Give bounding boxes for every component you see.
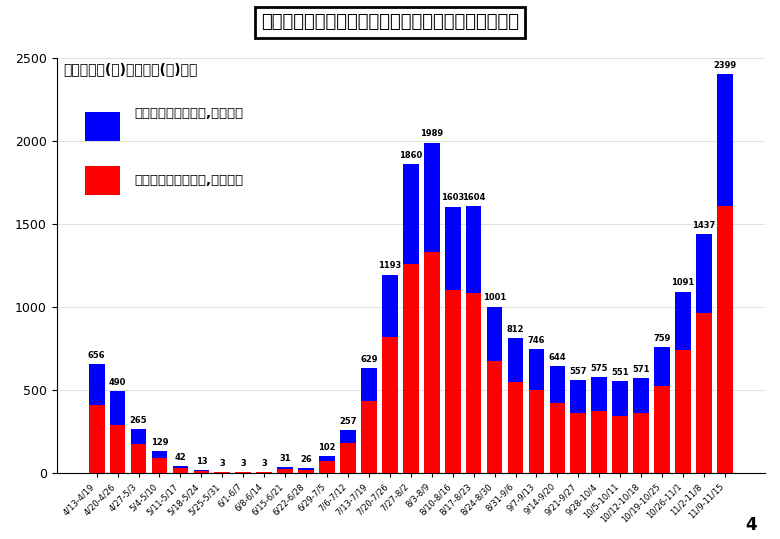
Text: 3: 3 [240, 459, 246, 468]
Text: 746: 746 [528, 336, 545, 344]
Text: 13: 13 [196, 457, 207, 466]
Bar [110, 391, 126, 425]
Text: 1604: 1604 [462, 194, 485, 202]
Bar [591, 377, 607, 411]
Text: 2399: 2399 [714, 61, 736, 71]
Bar [319, 461, 335, 473]
Bar [508, 382, 523, 473]
Text: 557: 557 [569, 367, 587, 376]
Bar [550, 366, 566, 403]
Bar [696, 313, 712, 473]
Text: 1860: 1860 [399, 151, 423, 160]
Bar [151, 458, 168, 473]
Bar [298, 469, 314, 473]
Bar [696, 234, 712, 313]
Text: 1001: 1001 [483, 293, 506, 302]
Bar [570, 413, 587, 473]
Text: 490: 490 [109, 378, 126, 387]
Bar [424, 252, 440, 473]
Bar [151, 451, 168, 458]
Text: 1989: 1989 [420, 129, 443, 139]
Text: 31: 31 [279, 454, 291, 464]
Bar [717, 206, 732, 473]
Text: 42: 42 [175, 453, 186, 461]
Text: 644: 644 [548, 353, 566, 362]
Bar [675, 292, 691, 350]
Bar [466, 206, 481, 293]
Text: 575: 575 [590, 364, 608, 373]
Text: 257: 257 [339, 417, 356, 426]
Bar [424, 142, 440, 252]
Bar [277, 469, 293, 473]
Bar [612, 381, 628, 416]
Bar [550, 403, 566, 473]
Bar [445, 206, 460, 290]
Text: 関西２府４県における新規感染者数の推移（週単位）: 関西２府４県における新規感染者数の推移（週単位） [261, 13, 519, 31]
Text: 1603: 1603 [441, 194, 464, 203]
Bar [654, 347, 670, 386]
Bar [340, 443, 356, 473]
Bar [361, 401, 377, 473]
Text: 812: 812 [507, 324, 524, 334]
Text: 4: 4 [745, 516, 757, 534]
Bar [487, 362, 502, 473]
FancyBboxPatch shape [85, 112, 120, 141]
FancyBboxPatch shape [85, 165, 120, 195]
Bar [172, 466, 188, 468]
Bar [382, 336, 398, 473]
Text: 759: 759 [654, 334, 671, 342]
Text: 1193: 1193 [378, 261, 402, 271]
Text: 551: 551 [612, 368, 629, 377]
Bar [591, 411, 607, 473]
Bar [529, 390, 544, 473]
Text: ：２府４県合計　２,３９９人: ：２府４県合計 ２,３９９人 [134, 107, 243, 120]
Bar [89, 364, 105, 405]
Text: 129: 129 [151, 438, 168, 447]
Bar [277, 467, 293, 469]
Bar [633, 413, 649, 473]
Text: 1437: 1437 [693, 221, 715, 230]
Text: 656: 656 [88, 350, 105, 360]
Bar [508, 338, 523, 382]
Bar [131, 429, 147, 445]
Text: 3: 3 [261, 459, 267, 468]
Bar [445, 290, 460, 473]
Bar [340, 430, 356, 443]
Bar [654, 386, 670, 473]
Bar [529, 349, 544, 390]
Bar [675, 350, 691, 473]
Bar [403, 164, 419, 264]
Bar [403, 264, 419, 473]
Bar [89, 405, 105, 473]
Bar [110, 425, 126, 473]
Text: 1091: 1091 [672, 279, 695, 287]
Bar [298, 468, 314, 469]
Bar [612, 416, 628, 473]
Bar [487, 307, 502, 362]
Bar [466, 293, 481, 473]
Text: 571: 571 [633, 365, 650, 374]
Bar [570, 380, 587, 413]
Text: 629: 629 [360, 355, 378, 364]
Text: 26: 26 [300, 455, 312, 464]
Bar [633, 378, 649, 413]
Text: 3: 3 [219, 459, 225, 468]
Bar [193, 471, 209, 473]
Text: 265: 265 [129, 416, 147, 425]
Bar [319, 455, 335, 461]
Bar [172, 468, 188, 473]
Text: 102: 102 [318, 443, 335, 452]
Bar [131, 445, 147, 473]
Bar [361, 368, 377, 401]
Bar [382, 275, 398, 336]
Text: １１月９日(月)～１５日(日)の週: １１月９日(月)～１５日(日)の週 [64, 62, 198, 76]
Bar [717, 74, 732, 206]
Text: ：大阪府　　　　１,６０５人: ：大阪府 １,６０５人 [134, 174, 243, 186]
